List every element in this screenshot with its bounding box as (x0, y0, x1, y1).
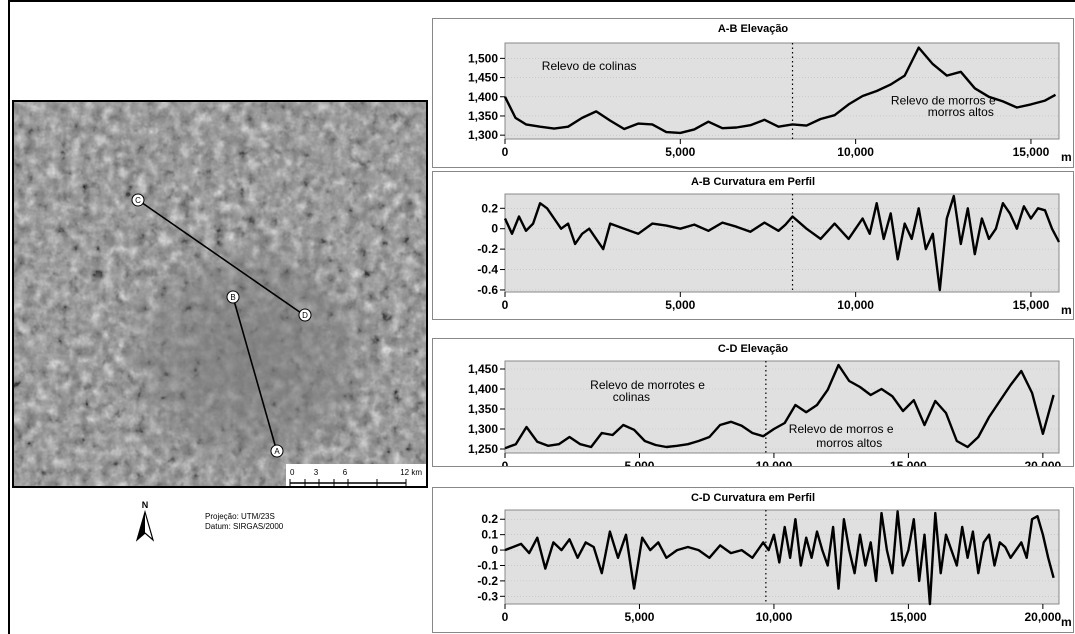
y-tick-label: -0.2 (477, 242, 498, 256)
y-tick-label: 0.1 (481, 528, 498, 542)
profile-series-line (503, 46, 1057, 135)
north-arrow-icon: N (135, 500, 155, 542)
x-tick-label: 0 (502, 298, 509, 312)
point-a-marker: A (270, 444, 284, 458)
y-tick-label: 1,400 (468, 90, 498, 104)
y-tick-label: 1,300 (468, 422, 498, 436)
x-tick-label: 0 (502, 459, 509, 466)
x-unit-label: m (1061, 150, 1072, 164)
profile-series-line (503, 194, 1061, 292)
x-tick-label: 15,000 (1013, 145, 1050, 159)
relief-map-canvas: C D B A 0 3 6 12 km (14, 102, 426, 486)
y-tick-label: 0 (491, 543, 498, 557)
relief-annotation: morros altos (928, 105, 994, 119)
point-b-marker: B (226, 290, 240, 304)
profile-series-line (504, 510, 1055, 606)
chart-ab-curvature: A-B Curvatura em Perfil -0.6 -0.4 -0.2 0 0.2 0… (477, 176, 1072, 317)
north-arrow: N (130, 498, 160, 548)
chart-cd-curvature-panel: C-D Curvatura em Perfil -0.3 -0.2 -0.1 0 0.1 0… (432, 487, 1074, 633)
point-c-marker: C (131, 193, 145, 207)
x-tick-label: 0 (502, 145, 509, 159)
chart-cd-curvature: C-D Curvatura em Perfil-0.3-0.2-0.100.10… (477, 492, 1072, 629)
chart-title: A-B Curvatura em Perfil (691, 176, 815, 188)
chart-ab-elevation-panel: A-B Elevação 1,300 1,350 1,400 1,450 1,500 0 5,… (432, 18, 1074, 168)
x-unit-label: m (1061, 615, 1072, 629)
relief-annotation: Relevo de morros e (789, 422, 894, 436)
y-tick-label: -0.6 (477, 283, 498, 297)
projection-info: Projeção: UTM/23S Datum: SIRGAS/2000 (205, 512, 283, 532)
chart-cd-elevation-panel: C-D Elevação 1,250 1,300 1,350 1,400 1,450 0 5,… (432, 338, 1074, 467)
relief-map: C D B A 0 3 6 12 km (12, 100, 428, 488)
point-c-label: C (135, 196, 141, 205)
x-tick-label: 5,000 (665, 298, 695, 312)
y-tick-label: -0.4 (477, 263, 498, 277)
x-tick-label: 10,000 (756, 459, 793, 466)
chart-title: C-D Elevação (718, 343, 789, 355)
y-tick-label: 0.2 (481, 512, 498, 526)
x-tick-label: 15,000 (1013, 298, 1050, 312)
scale-label-3: 3 (314, 468, 319, 477)
x-tick-label: 5,000 (624, 610, 654, 624)
north-label: N (142, 500, 149, 510)
x-tick-label: 0 (502, 610, 509, 624)
scale-label-12km: 12 km (400, 468, 422, 477)
x-tick-label: 10,000 (756, 610, 793, 624)
y-tick-label: 1,350 (468, 109, 498, 123)
y-tick-label: 1,450 (468, 362, 498, 376)
profile-series-line (504, 363, 1055, 450)
profile-line-b-a (232, 296, 278, 453)
y-tick-label: 0 (491, 222, 498, 236)
map-center-plateau (69, 177, 399, 477)
point-d-marker: D (298, 308, 312, 322)
x-tick-label: 15,000 (890, 610, 927, 624)
y-tick-label: 0.2 (481, 201, 498, 215)
x-tick-label: 20,000 (1025, 610, 1062, 624)
chart-title: A-B Elevação (718, 23, 789, 35)
y-tick-label: 1,250 (468, 442, 498, 456)
profile-line-c-d (137, 199, 305, 316)
x-unit-label: m (1061, 303, 1072, 317)
y-tick-label: -0.1 (477, 558, 498, 572)
scale-label-0: 0 (290, 468, 295, 477)
chart-ab-curvature-panel: A-B Curvatura em Perfil -0.6 -0.4 -0.2 0 0.2 0… (432, 171, 1074, 320)
chart-title: C-D Curvatura em Perfil (691, 492, 815, 504)
y-tick-label: 1,500 (468, 51, 498, 65)
y-tick-label: -0.2 (477, 574, 498, 588)
projection-text: Projeção: UTM/23S (205, 512, 275, 521)
x-tick-label: 5,000 (665, 145, 695, 159)
chart-cd-elevation: C-D Elevação 1,250 1,300 1,350 1,400 1,450 0 5,… (468, 343, 1072, 466)
x-tick-label: 5,000 (624, 459, 654, 466)
relief-annotation: Relevo de morrotes e (590, 378, 705, 392)
relief-annotation: colinas (613, 390, 650, 404)
x-unit-label: m (1061, 464, 1072, 466)
y-tick-label: 1,300 (468, 128, 498, 142)
plot-area (504, 42, 1060, 140)
datum-text: Datum: SIRGAS/2000 (205, 522, 284, 531)
x-tick-label: 10,000 (837, 298, 874, 312)
x-tick-label: 20,000 (1025, 459, 1062, 466)
point-d-label: D (302, 311, 308, 320)
x-tick-label: 15,000 (890, 459, 927, 466)
y-tick-label: 1,350 (468, 402, 498, 416)
frame-top-border (8, 0, 1075, 2)
relief-annotation: Relevo de colinas (542, 59, 637, 73)
x-tick-label: 10,000 (837, 145, 874, 159)
scale-label-6: 6 (343, 468, 348, 477)
relief-annotation: morros altos (816, 436, 882, 450)
frame-left-border (8, 0, 10, 634)
y-tick-label: 1,450 (468, 71, 498, 85)
y-tick-label: 1,400 (468, 382, 498, 396)
scale-bar: 0 3 6 12 km (286, 464, 426, 486)
point-a-label: A (274, 447, 280, 456)
point-b-label: B (230, 293, 235, 302)
relief-annotation: Relevo de morros e (891, 93, 996, 107)
y-tick-label: -0.3 (477, 589, 498, 603)
chart-ab-elevation: A-B Elevação 1,300 1,350 1,400 1,450 1,500 0 5,… (468, 23, 1072, 164)
